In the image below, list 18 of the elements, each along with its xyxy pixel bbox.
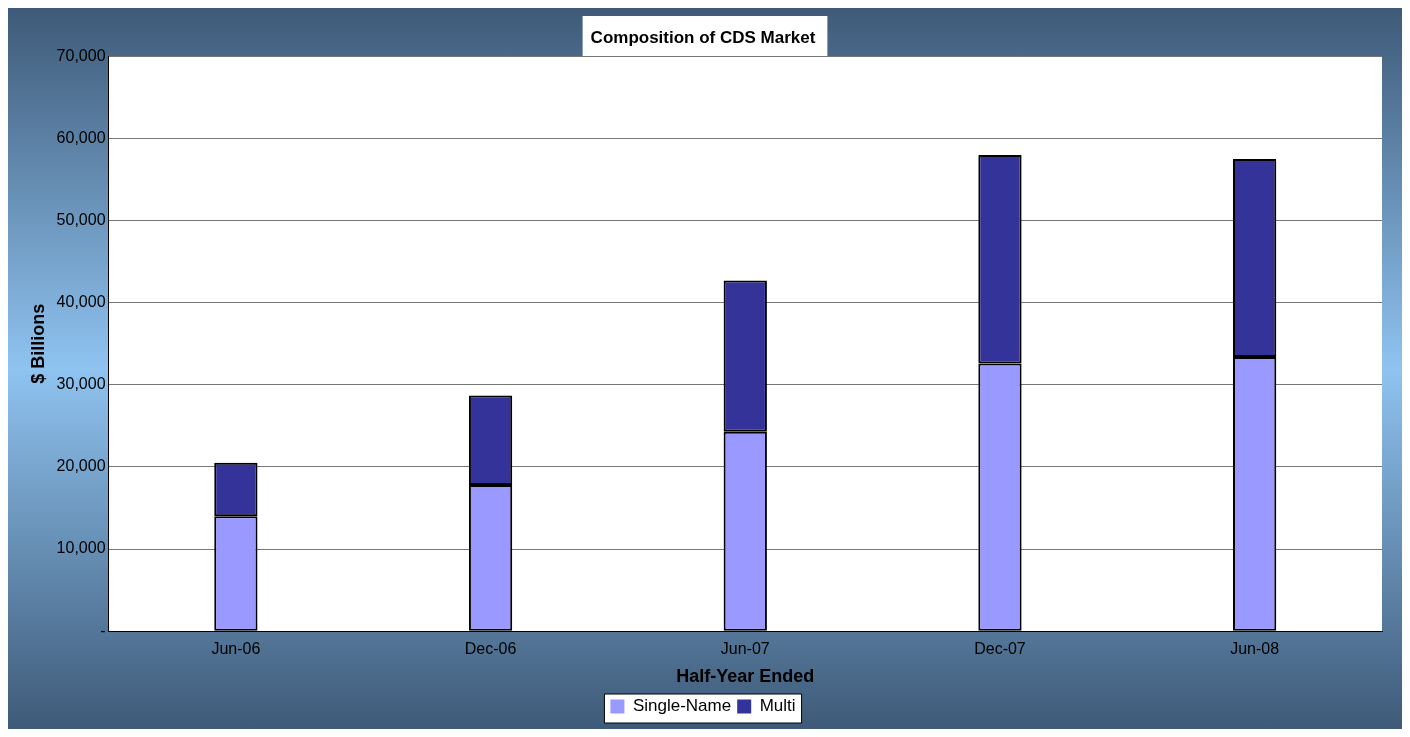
y-tick-label: - [100,621,106,639]
x-tick-label: Dec-07 [974,640,1026,658]
x-tick-label: Jun-08 [1230,640,1280,658]
x-tick-label: Jun-07 [720,640,770,658]
y-tick-label: 20,000 [56,457,106,475]
y-tick-label: 30,000 [56,375,106,393]
x-tick-label: Jun-06 [211,640,261,658]
y-tick-label: 60,000 [56,128,106,146]
y-tick-label: 40,000 [56,293,106,311]
y-axis-title: $ Billions [27,303,48,384]
chart-title: Composition of CDS Market [590,27,816,47]
y-tick-label: 50,000 [56,211,106,229]
legend-label: Multi [759,696,796,716]
x-tick-label: Dec-06 [464,640,517,658]
y-tick-label: 70,000 [56,46,106,64]
y-tick-label: 10,000 [56,539,106,557]
x-axis-title: Half-Year Ended [676,666,815,687]
legend-label: Single-Name [632,696,732,716]
